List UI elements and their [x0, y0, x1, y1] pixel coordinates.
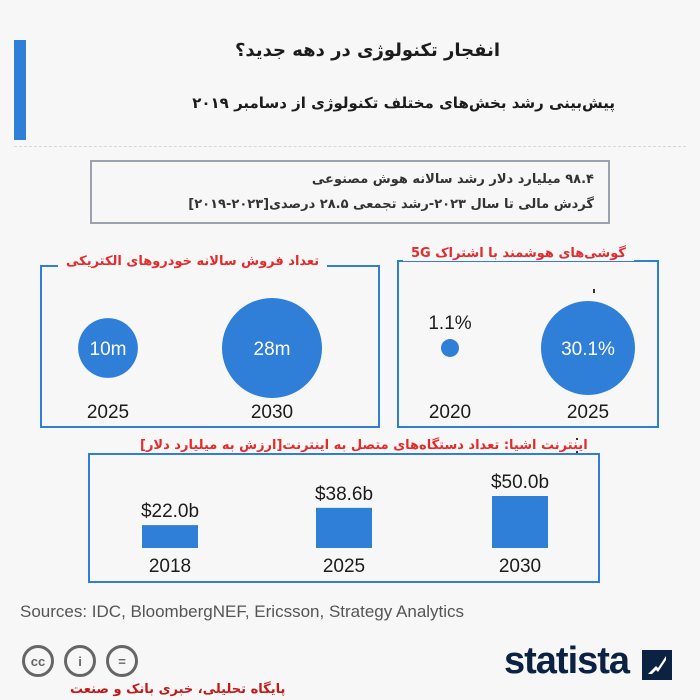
dot-mark — [576, 451, 578, 453]
category-label: 2018 — [149, 556, 191, 577]
bubble-label: 1.1% — [428, 313, 471, 334]
category-label: 2025 — [567, 402, 609, 423]
phones-5g-title: گوشی‌های هوشمند با اشتراک 5G — [403, 246, 634, 261]
bubble-2025 — [541, 301, 635, 395]
category-label: 2025 — [87, 402, 129, 423]
ai-info-line-1: ۹۸.۴ میلیارد دلار رشد سالانه هوش مصنوعی — [311, 172, 594, 187]
dot-mark — [576, 438, 578, 440]
ev-sales-title: تعداد فروش سالانه خودروهای الکتریکی — [58, 254, 328, 269]
bubble-label: 28m — [254, 339, 291, 360]
statista-logo: statista — [504, 640, 630, 682]
accent-bar — [14, 40, 26, 140]
attribution-icon: i — [64, 645, 96, 677]
bubble-2025 — [78, 318, 138, 378]
ai-info-box: ۹۸.۴ میلیارد دلار رشد سالانه هوش مصنوعی … — [90, 160, 610, 224]
cc-license-icon: cc — [22, 645, 54, 677]
watermark-text: پایگاه تحلیلی، خبری بانک و صنعت — [70, 682, 286, 697]
iot-panel — [88, 453, 600, 583]
bar-2018 — [142, 525, 198, 548]
bubble-label: 30.1% — [561, 339, 615, 360]
bar-value-label: $22.0b — [141, 501, 199, 522]
sources-text: Sources: IDC, BloombergNEF, Ericsson, St… — [20, 602, 465, 621]
bar-2025 — [316, 507, 372, 548]
category-label: 2020 — [429, 402, 471, 423]
bar-value-label: $50.0b — [491, 472, 549, 493]
ai-info-line-2: گردش مالی تا سال ۲۰۲۳-رشد تجمعی ۲۸.۵ درص… — [188, 197, 594, 212]
bubble-2020 — [441, 339, 459, 357]
category-label: 2030 — [251, 402, 293, 423]
bubble-label: 10m — [90, 339, 127, 360]
page-subtitle: پیش‌بینی رشد بخش‌های مختلف تکنولوژی از د… — [192, 94, 615, 112]
bubble-2030 — [222, 298, 322, 398]
no-derivatives-icon: = — [106, 645, 138, 677]
category-label: 2030 — [499, 556, 541, 577]
dot-mark — [593, 289, 595, 293]
page-title: انفجار تکنولوژی در دهه جدید؟ — [234, 40, 500, 61]
phones-5g-panel — [397, 260, 659, 428]
iot-title: اینترنت اشیا: تعداد دستگاه‌های متصل به ا… — [132, 438, 596, 453]
divider — [14, 146, 686, 147]
bar-2030 — [492, 496, 548, 548]
bar-value-label: $38.6b — [315, 484, 373, 505]
category-label: 2025 — [323, 556, 365, 577]
statista-mark-icon — [642, 650, 672, 680]
